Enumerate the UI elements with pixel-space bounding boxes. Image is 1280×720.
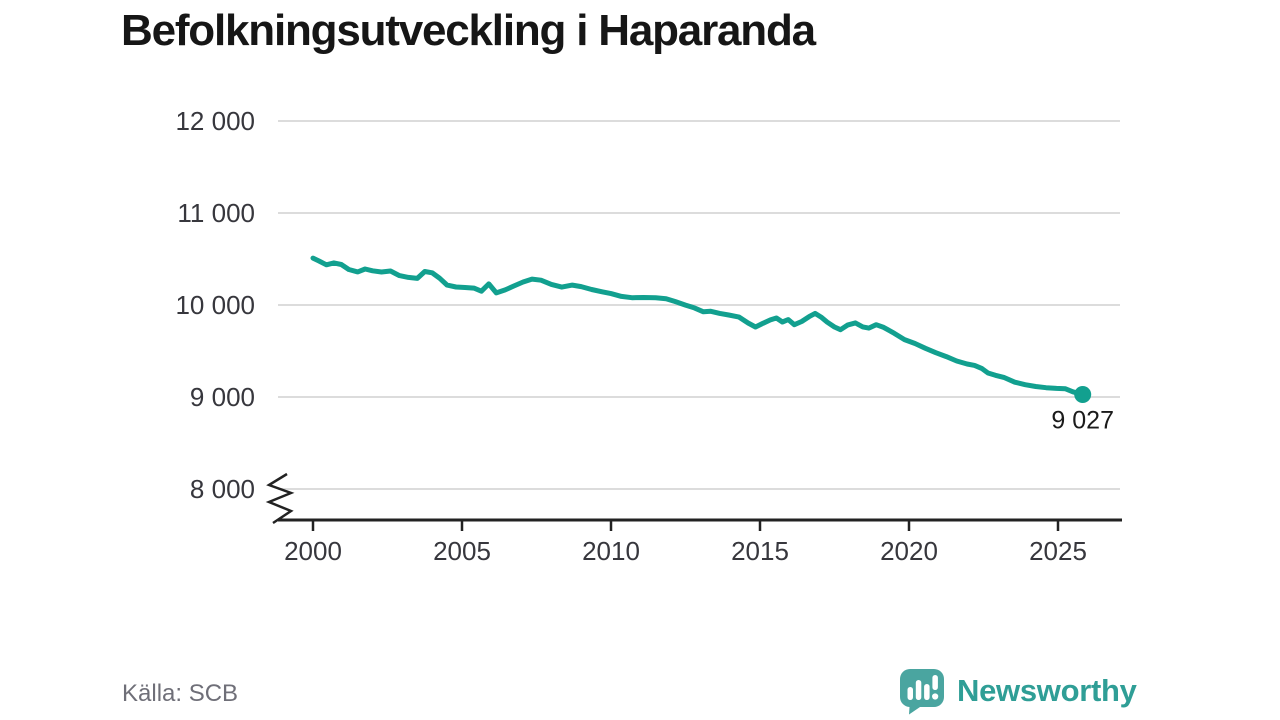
axis-break-icon xyxy=(265,472,295,525)
y-axis-label: 11 000 xyxy=(177,198,255,228)
x-axis-tick-label: 2020 xyxy=(880,536,938,566)
newsworthy-logo-icon xyxy=(900,669,944,715)
end-point-marker xyxy=(1074,386,1092,403)
y-axis-label: 8 000 xyxy=(190,474,255,504)
y-axis-label: 9 000 xyxy=(190,382,255,412)
newsworthy-logo-text: Newsworthy xyxy=(957,673,1137,708)
source-note: Källa: SCB xyxy=(122,680,239,707)
end-value-label: 9 027 xyxy=(1051,407,1114,435)
y-axis-label: 12 000 xyxy=(175,106,255,136)
newsworthy-logo: Newsworthy xyxy=(898,667,1137,715)
population-chart: 12 000 11 000 10 000 9 000 8 000 2000 2005 2010… xyxy=(175,106,1122,566)
newsworthy-logo-bubble xyxy=(900,669,944,715)
x-axis-tick-label: 2005 xyxy=(433,536,491,566)
chart-title: Befolkningsutveckling i Haparanda xyxy=(121,6,816,55)
x-axis-tick-label: 2025 xyxy=(1029,536,1087,566)
x-axis-tick-label: 2000 xyxy=(284,536,342,566)
population-line xyxy=(310,255,1086,397)
bar-chart-glyph xyxy=(907,675,939,700)
x-axis-tick-label: 2010 xyxy=(582,536,640,566)
x-axis-tick-label: 2015 xyxy=(731,536,789,566)
y-axis-label: 10 000 xyxy=(175,290,255,320)
